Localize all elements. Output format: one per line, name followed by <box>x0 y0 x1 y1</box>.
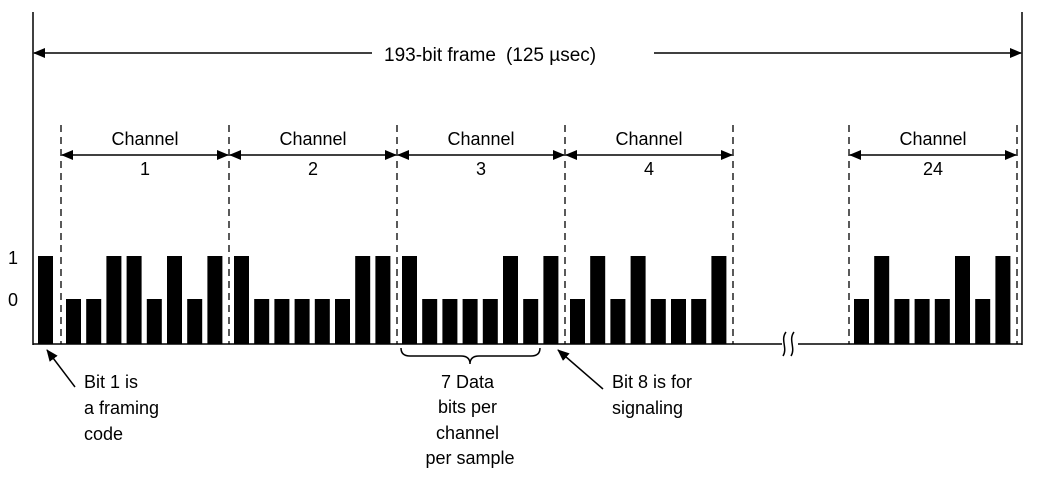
data-bits-brace <box>400 347 541 365</box>
bit-bar <box>503 256 518 344</box>
bit-bar <box>543 256 559 344</box>
bit-bar <box>610 299 626 344</box>
framing-annotation-line: a framing <box>84 398 159 418</box>
framing-pointer-arrow <box>46 349 76 388</box>
bit-bar <box>570 299 585 344</box>
bit-bar <box>874 256 890 344</box>
bit-bar <box>482 299 498 344</box>
framing-bit-bar <box>38 256 53 344</box>
channel-number: 3 <box>476 159 486 179</box>
bit-bar <box>955 256 970 344</box>
channel-title: Channel <box>615 129 682 149</box>
bit-bar <box>126 256 142 344</box>
bit-bar <box>975 299 991 344</box>
level-label-low: 0 <box>8 290 18 310</box>
bit-bar <box>314 299 330 344</box>
framing-annotation-line: code <box>84 424 123 444</box>
break-mark <box>782 331 795 357</box>
data-annotation-line: 7 Data <box>441 372 495 392</box>
bit-bar <box>402 256 417 344</box>
bit-bar <box>894 299 910 344</box>
bit-bar <box>146 299 162 344</box>
signaling-annotation: Bit 8 is for signaling <box>612 372 697 418</box>
framing-annotation: Bit 1 is a framing code <box>84 372 164 444</box>
channels-layer: Channel 1 Channel 2 Channel 3 Channel 4 Channel 2… <box>60 125 1018 344</box>
frame-label-duration: (125 µsec) <box>506 45 596 66</box>
bit-bar <box>711 256 727 344</box>
bit-bar <box>86 299 102 344</box>
bit-bar <box>630 256 646 344</box>
signaling-pointer-arrow <box>557 349 604 390</box>
bit-bar <box>294 299 310 344</box>
bit-bar <box>207 256 223 344</box>
data-annotation-line: channel <box>436 423 499 443</box>
framing-annotation-line: Bit 1 is <box>84 372 138 392</box>
data-annotation-line: per sample <box>425 448 514 468</box>
data-annotation-line: bits per <box>438 397 497 417</box>
bit-bar <box>375 256 391 344</box>
channel-title: Channel <box>447 129 514 149</box>
bit-bar <box>234 256 249 344</box>
bit-bar <box>274 299 290 344</box>
bit-bar <box>106 256 122 344</box>
bit-bar <box>462 299 478 344</box>
bit-bar <box>167 256 182 344</box>
bit-bar <box>914 299 930 344</box>
level-label-high: 1 <box>8 248 18 268</box>
channel-title: Channel <box>111 129 178 149</box>
bit-bar <box>671 299 686 344</box>
frame-label: 193-bit frame (125 µsec) <box>384 45 596 66</box>
bit-bar <box>995 256 1011 344</box>
channel-number: 2 <box>308 159 318 179</box>
bit-bar <box>335 299 350 344</box>
bit-bar <box>650 299 666 344</box>
signaling-annotation-line: signaling <box>612 398 683 418</box>
bit-bar <box>523 299 539 344</box>
signaling-annotation-line: Bit 8 is for <box>612 372 692 392</box>
bit-bar <box>854 299 869 344</box>
bit-bar <box>187 299 203 344</box>
data-annotation: 7 Data bits per channel per sample <box>425 372 514 468</box>
bit-bar <box>442 299 458 344</box>
channel-number: 1 <box>140 159 150 179</box>
frame-label-main: 193-bit frame <box>384 45 496 66</box>
bit-bar <box>590 256 606 344</box>
channel-number: 4 <box>644 159 654 179</box>
bit-bar <box>355 256 371 344</box>
channel-number: 24 <box>923 159 943 179</box>
bit-bar <box>422 299 438 344</box>
bit-bar <box>691 299 707 344</box>
bit-bar <box>934 299 950 344</box>
bit-bar <box>66 299 81 344</box>
bit-bar <box>254 299 270 344</box>
channel-title: Channel <box>279 129 346 149</box>
channel-title: Channel <box>899 129 966 149</box>
